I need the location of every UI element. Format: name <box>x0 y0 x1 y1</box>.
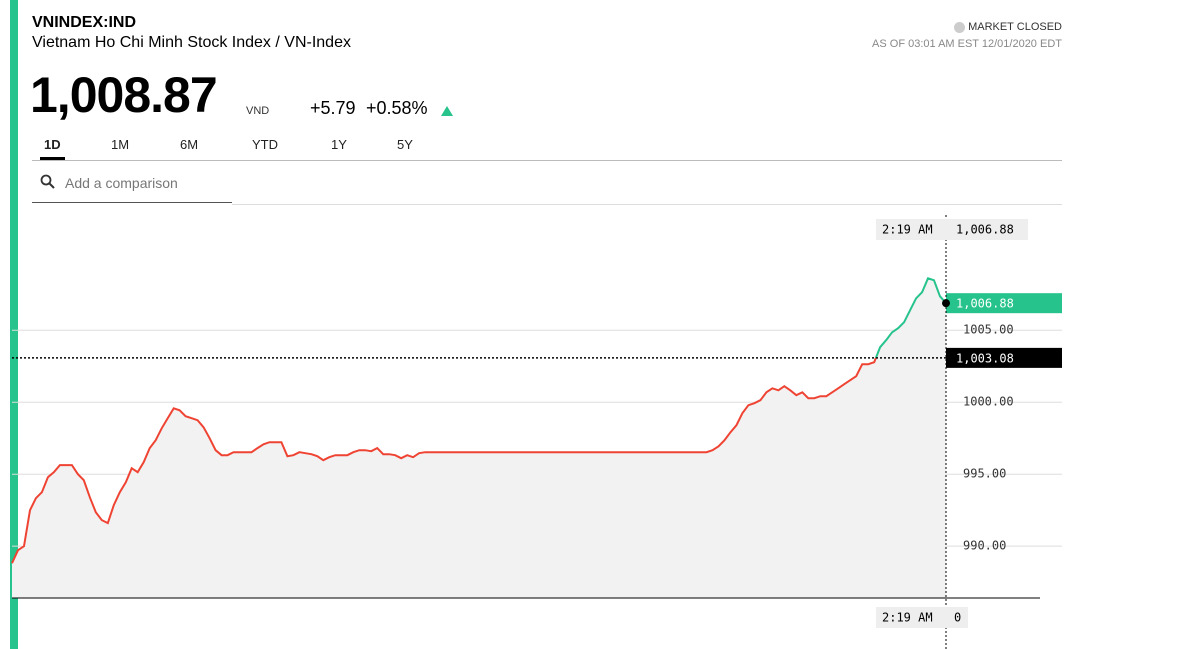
last-value-label: 1,006.88 <box>956 297 1014 311</box>
crosshair-bottom-box <box>876 607 968 628</box>
chart-top-rule <box>232 204 1062 205</box>
price-line <box>11 277 947 564</box>
crosshair-top-box <box>876 219 1028 240</box>
currency: VND <box>246 105 270 117</box>
last-value-box <box>946 293 1062 314</box>
price: 1,008.87 <box>30 67 218 123</box>
as-of: AS OF 03:01 AM EST 12/01/2020 EDT <box>872 38 1062 50</box>
search-icon <box>40 174 55 189</box>
up-arrow <box>441 106 453 116</box>
market-status: MARKET CLOSED <box>968 21 1062 33</box>
reference-label-box <box>946 347 1062 368</box>
crosshair-x-label: 0 <box>954 611 961 625</box>
range-tab[interactable]: 6M <box>180 137 199 152</box>
index-name: Vietnam Ho Chi Minh Stock Index / VN-Ind… <box>32 34 351 51</box>
crosshair-bottom-time: 2:19 AM <box>882 611 933 625</box>
y-tick-label: 1005.00 <box>963 323 1014 337</box>
search-underline <box>32 202 232 203</box>
range-tab[interactable]: 5Y <box>397 137 413 152</box>
range-tab[interactable]: YTD <box>252 137 278 152</box>
range-tab[interactable]: 1Y <box>331 137 347 152</box>
change: +5.79 <box>310 98 356 118</box>
accent-bar <box>10 0 18 649</box>
area <box>12 278 946 598</box>
range-tab[interactable]: 1D <box>40 137 65 160</box>
reference-label: 1,003.08 <box>956 351 1014 365</box>
y-tick-label: 995.00 <box>963 467 1006 481</box>
change-pct: +0.58% <box>366 98 428 118</box>
crosshair-time: 2:19 AM <box>882 223 933 237</box>
tabs-rule <box>32 160 1062 161</box>
range-tab[interactable]: 1M <box>111 137 130 152</box>
y-tick-label: 990.00 <box>963 539 1006 553</box>
y-tick-label: 1000.00 <box>963 395 1014 409</box>
ticker: VNINDEX:IND <box>32 14 137 31</box>
status-dot <box>954 22 965 33</box>
crosshair-value: 1,006.88 <box>956 223 1014 237</box>
search-input[interactable]: Add a comparison <box>65 175 178 191</box>
